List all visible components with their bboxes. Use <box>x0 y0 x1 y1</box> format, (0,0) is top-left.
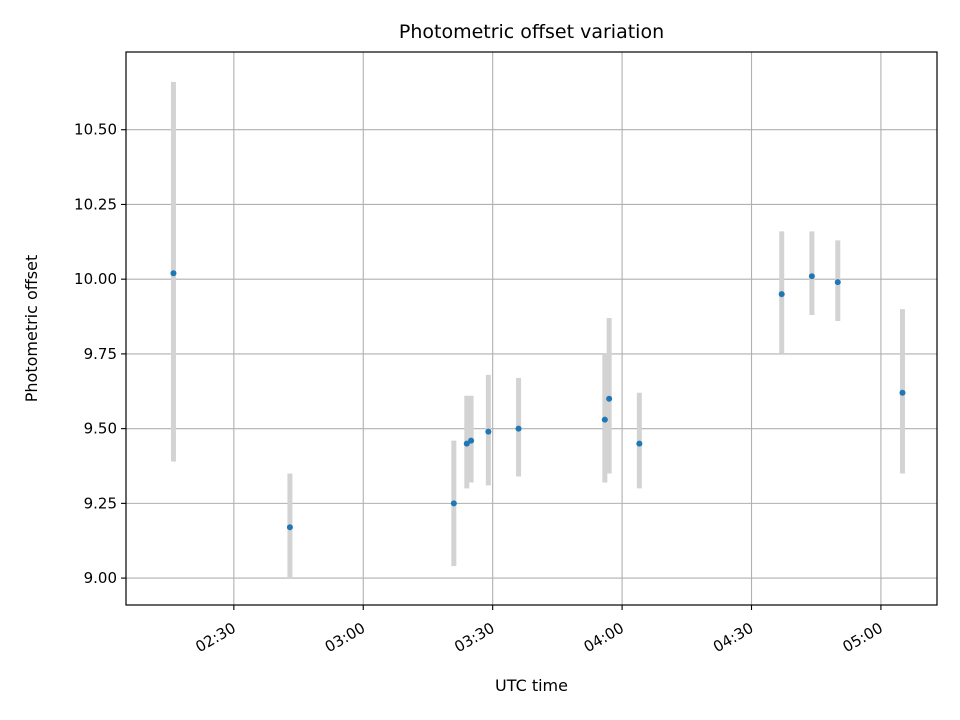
y-tick-label: 9.75 <box>84 345 117 363</box>
data-point <box>834 279 841 286</box>
y-tick-label: 10.50 <box>74 121 117 139</box>
y-tick-label: 9.25 <box>84 494 117 512</box>
data-point <box>468 437 475 444</box>
data-point <box>450 500 457 507</box>
data-point <box>286 524 293 531</box>
data-point <box>899 389 906 396</box>
data-point <box>636 440 643 447</box>
data-point <box>808 273 815 280</box>
x-tick-label: 04:00 <box>581 619 627 656</box>
data-point <box>601 416 608 423</box>
x-tick-label: 03:00 <box>322 619 368 656</box>
y-tick-label: 10.00 <box>74 270 117 288</box>
plot-frame <box>125 51 938 606</box>
x-tick-label: 04:30 <box>710 619 756 656</box>
data-point <box>778 291 785 298</box>
tick-layer: 02:30 03:00 03:30 04:00 04:30 05:00 9.00 9.25 9.… <box>74 121 886 656</box>
x-tick-label: 02:30 <box>192 619 238 656</box>
data-point <box>170 270 177 277</box>
y-tick-label: 10.25 <box>74 195 117 213</box>
y-axis-label: Photometric offset <box>22 255 41 403</box>
point-layer <box>170 270 906 531</box>
data-point <box>515 425 522 432</box>
x-tick-label: 05:00 <box>839 619 885 656</box>
y-tick-label: 9.00 <box>84 569 117 587</box>
grid-layer <box>126 52 937 605</box>
chart-title: Photometric offset variation <box>399 21 664 43</box>
y-tick-label: 9.50 <box>84 420 117 438</box>
x-tick-label: 03:30 <box>451 619 497 656</box>
data-point <box>463 440 470 447</box>
data-point <box>606 395 613 402</box>
data-point <box>485 428 492 435</box>
x-axis-label: UTC time <box>495 676 568 695</box>
